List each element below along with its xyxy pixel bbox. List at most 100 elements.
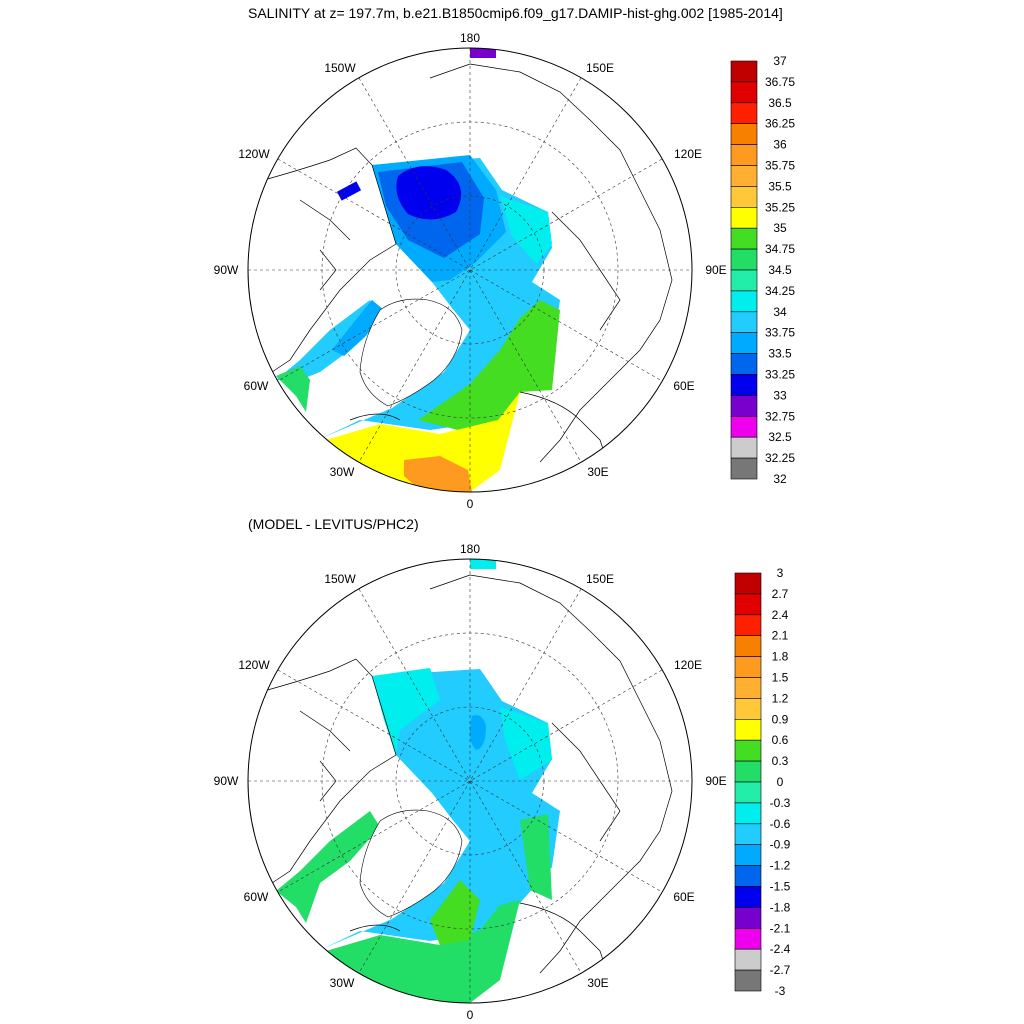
bottom-colorbar-label: 2.1 [772,629,789,643]
bottom-lon-label-120e: 120E [674,658,702,672]
top-colorbar-box [730,165,758,187]
top-colorbar-box [730,144,758,166]
top-colorbar-label: 33.25 [765,368,795,382]
bottom-colorbar-label: -1.2 [770,859,791,873]
top-graticule [248,48,692,492]
bottom-panel-title: (MODEL - LEVITUS/PHC2) [248,516,419,532]
bottom-ocean-field-core [469,715,486,750]
bottom-colorbar-label: 2.7 [772,587,789,601]
top-lon-label-30w: 30W [330,465,355,479]
top-colorbar-label: 34.75 [765,242,795,256]
bottom-lon-label-90e: 90E [705,774,726,788]
top-colorbar-label: 37 [773,54,787,68]
top-colorbar-label: 36 [773,138,787,152]
top-greenland-land [359,298,463,407]
top-lon-label-180: 180 [460,31,480,45]
bottom-colorbar-box [734,865,762,887]
top-lon-labels: 180 150E 120E 90E 60E 30E 0 30W 60W 90W … [214,31,727,511]
bottom-ocean-field-atlantic-green [326,900,520,1003]
bottom-lon-label-150w: 150W [324,572,356,586]
bottom-colorbar-box [734,718,762,741]
top-colorbar-box [730,290,758,313]
top-panel-title: SALINITY at z= 197.7m, b.e21.B1850cmip6.… [248,5,783,21]
top-lon-label-120e: 120E [674,147,702,161]
top-colorbar-label: 36.5 [768,96,792,110]
top-colorbar-label: 35.25 [765,200,795,214]
bottom-colorbar-label: -1.8 [770,900,791,914]
bottom-map-border [247,558,693,1004]
top-colorbar-label: 32.75 [765,409,795,423]
top-coastline-north-america [263,147,397,373]
bottom-coastline-iceland-norway [349,902,611,982]
top-ocean-field-atlantic-green [418,300,560,430]
top-coastline-iceland-norway [349,391,611,471]
bottom-colorbar-box [734,572,762,595]
top-colorbar-box [730,457,758,480]
top-colorbar-box [730,415,758,438]
top-colorbar-box [730,81,758,104]
bottom-colorbar-label: 1.2 [772,691,789,705]
top-colorbar-box [730,123,758,145]
bottom-colorbar-box [734,635,762,657]
top-colorbar-label: 35.5 [768,179,792,193]
top-colorbar-label: 33 [773,388,787,402]
top-colorbar-box [730,311,758,333]
bottom-lon-label-60w: 60W [244,890,269,904]
bottom-colorbar-box [734,656,762,678]
top-colorbar-label: 32.25 [765,451,795,465]
top-ocean-field-labrador [276,300,380,380]
bottom-coastline-eurasia [429,574,673,974]
top-lon-label-120w: 120W [238,147,270,161]
bottom-colorbar-label: 1.8 [772,650,789,664]
bottom-colorbar-label: -0.3 [770,796,791,810]
bottom-colorbar-box [734,614,762,636]
top-colorbar-label: 32 [773,472,787,486]
top-colorbar-label: 34.25 [765,284,795,298]
top-ocean-field-labrador-green [276,366,310,412]
top-colorbar: 37 36.75 36.5 36.25 36 35.75 35.5 35.25 35 34.75 3… [730,54,795,486]
top-lon-label-90e: 90E [705,263,726,277]
bottom-ocean-field-cyan [372,668,440,755]
top-lon-label-30e: 30E [587,465,608,479]
bottom-colorbar-box [734,823,762,845]
top-colorbar-label: 33.75 [765,326,795,340]
top-ocean-field-core [396,166,462,220]
top-patch-purple-north [470,48,496,58]
top-colorbar-label: 35 [773,221,787,235]
bottom-colorbar-label: -2.1 [770,921,791,935]
top-colorbar-box [730,269,758,292]
top-colorbar-label: 34.5 [768,263,792,277]
bottom-colorbar-label: -2.4 [770,942,791,956]
top-colorbar-label: 36.25 [765,117,795,131]
top-colorbar-box [730,248,758,271]
top-map-border [247,47,693,493]
top-colorbar-label: 34 [773,305,787,319]
top-ocean-field-eurasian-cyan [500,196,552,264]
bottom-lon-label-150e: 150E [586,572,614,586]
top-lon-label-90w: 90W [214,263,239,277]
bottom-colorbar-label: 2.4 [772,608,789,622]
top-colorbar-box [730,102,758,125]
top-polar-map [248,48,692,492]
bottom-colorbar-label: 0.9 [772,712,789,726]
bottom-ocean-field-main [322,669,560,949]
bottom-colorbar-label: -3 [775,984,786,998]
top-ocean-field-atlantic-orange [404,456,472,492]
bottom-colorbar-box [734,927,762,950]
top-lon-label-150e: 150E [586,61,614,75]
bottom-colorbar-box [734,886,762,908]
top-colorbar-label: 32.5 [768,430,792,444]
bottom-colorbar-box [734,593,762,616]
bottom-colorbar-box [734,948,762,971]
top-colorbar-box [730,436,758,459]
top-colorbar-label: 33.5 [768,347,792,361]
bottom-lon-label-120w: 120W [238,658,270,672]
bottom-colorbar-label: -0.9 [770,838,791,852]
bottom-ocean-field-green-east [520,814,552,900]
top-colorbar-label: 35.75 [765,159,795,173]
bottom-lon-label-180: 180 [460,542,480,556]
top-lon-label-150w: 150W [324,61,356,75]
bottom-colorbar-box [734,802,762,825]
bottom-lon-labels: 180 150E 120E 90E 60E 30E 0 30W 60W 90W … [214,542,727,1022]
